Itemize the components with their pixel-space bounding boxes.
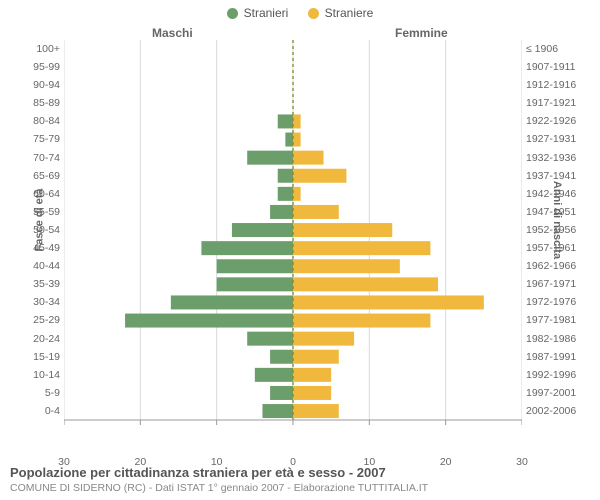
bar-female bbox=[293, 114, 301, 128]
footer-title: Popolazione per cittadinanza straniera p… bbox=[10, 465, 590, 480]
age-label: 80-84 bbox=[26, 112, 60, 130]
age-label: 75-79 bbox=[26, 130, 60, 148]
birth-label: 1952-1956 bbox=[526, 221, 580, 239]
bar-male bbox=[270, 350, 293, 364]
bar-female bbox=[293, 295, 484, 309]
legend-female: Straniere bbox=[308, 6, 374, 20]
birth-label: 1977-1981 bbox=[526, 311, 580, 329]
age-label: 50-54 bbox=[26, 221, 60, 239]
birth-label: 1957-1961 bbox=[526, 239, 580, 257]
legend-male-label: Stranieri bbox=[244, 6, 289, 20]
birth-label: 1907-1911 bbox=[526, 58, 580, 76]
age-label: 5-9 bbox=[26, 384, 60, 402]
pyramid-chart: 100+95-9990-9485-8980-8475-7970-7465-696… bbox=[64, 40, 522, 440]
age-label: 65-69 bbox=[26, 167, 60, 185]
age-label: 40-44 bbox=[26, 257, 60, 275]
bar-female bbox=[293, 350, 339, 364]
age-label: 20-24 bbox=[26, 330, 60, 348]
header-male: Maschi bbox=[152, 26, 193, 40]
bar-female bbox=[293, 277, 438, 291]
age-label: 95-99 bbox=[26, 58, 60, 76]
birth-label: 1917-1921 bbox=[526, 94, 580, 112]
circle-icon bbox=[227, 8, 238, 19]
header-female: Femmine bbox=[395, 26, 448, 40]
birth-label: 1932-1936 bbox=[526, 149, 580, 167]
bar-male bbox=[217, 259, 293, 273]
birth-label: 1942-1946 bbox=[526, 185, 580, 203]
age-label: 90-94 bbox=[26, 76, 60, 94]
footer-subtitle: COMUNE DI SIDERNO (RC) - Dati ISTAT 1° g… bbox=[10, 482, 590, 494]
bar-female bbox=[293, 187, 301, 201]
birth-label: 1912-1916 bbox=[526, 76, 580, 94]
birth-label: ≤ 1906 bbox=[526, 40, 580, 58]
chart-svg bbox=[64, 40, 522, 440]
bar-male bbox=[232, 223, 293, 237]
bar-female bbox=[293, 133, 301, 147]
bar-male bbox=[171, 295, 293, 309]
bar-female bbox=[293, 314, 430, 328]
bar-female bbox=[293, 169, 346, 183]
bar-female bbox=[293, 205, 339, 219]
birth-label: 1927-1931 bbox=[526, 130, 580, 148]
birth-label: 1967-1971 bbox=[526, 275, 580, 293]
birth-label: 2002-2006 bbox=[526, 402, 580, 420]
bar-female bbox=[293, 151, 324, 165]
age-label: 30-34 bbox=[26, 293, 60, 311]
circle-icon bbox=[308, 8, 319, 19]
age-label: 100+ bbox=[26, 40, 60, 58]
birth-label: 1972-1976 bbox=[526, 293, 580, 311]
chart-footer: Popolazione per cittadinanza straniera p… bbox=[10, 465, 590, 494]
age-label: 0-4 bbox=[26, 402, 60, 420]
bar-male bbox=[270, 205, 293, 219]
age-label: 25-29 bbox=[26, 311, 60, 329]
bar-male bbox=[262, 404, 293, 418]
age-label: 10-14 bbox=[26, 366, 60, 384]
birth-label: 1962-1966 bbox=[526, 257, 580, 275]
bar-male bbox=[217, 277, 293, 291]
age-label: 45-49 bbox=[26, 239, 60, 257]
bar-male bbox=[270, 386, 293, 400]
bar-male bbox=[285, 133, 293, 147]
bar-male bbox=[201, 241, 293, 255]
age-label: 60-64 bbox=[26, 185, 60, 203]
age-label: 85-89 bbox=[26, 94, 60, 112]
bar-female bbox=[293, 332, 354, 346]
bar-female bbox=[293, 259, 400, 273]
age-label: 55-59 bbox=[26, 203, 60, 221]
bar-male bbox=[278, 114, 293, 128]
bar-male bbox=[125, 314, 293, 328]
bar-male bbox=[278, 169, 293, 183]
age-label: 35-39 bbox=[26, 275, 60, 293]
age-ticks: 100+95-9990-9485-8980-8475-7970-7465-696… bbox=[26, 40, 60, 420]
birth-label: 1987-1991 bbox=[526, 348, 580, 366]
age-label: 70-74 bbox=[26, 149, 60, 167]
birth-label: 1922-1926 bbox=[526, 112, 580, 130]
bar-male bbox=[247, 151, 293, 165]
legend-male: Stranieri bbox=[227, 6, 289, 20]
bar-male bbox=[278, 187, 293, 201]
bar-female bbox=[293, 223, 392, 237]
bar-female bbox=[293, 368, 331, 382]
age-label: 15-19 bbox=[26, 348, 60, 366]
legend-female-label: Straniere bbox=[325, 6, 374, 20]
birth-label: 1982-1986 bbox=[526, 330, 580, 348]
bar-male bbox=[255, 368, 293, 382]
birth-ticks: ≤ 19061907-19111912-19161917-19211922-19… bbox=[526, 40, 580, 420]
bar-male bbox=[247, 332, 293, 346]
birth-label: 1992-1996 bbox=[526, 366, 580, 384]
bar-female bbox=[293, 404, 339, 418]
birth-label: 1947-1951 bbox=[526, 203, 580, 221]
birth-label: 1937-1941 bbox=[526, 167, 580, 185]
legend: Stranieri Straniere bbox=[0, 0, 600, 22]
birth-label: 1997-2001 bbox=[526, 384, 580, 402]
bar-female bbox=[293, 386, 331, 400]
bar-female bbox=[293, 241, 430, 255]
